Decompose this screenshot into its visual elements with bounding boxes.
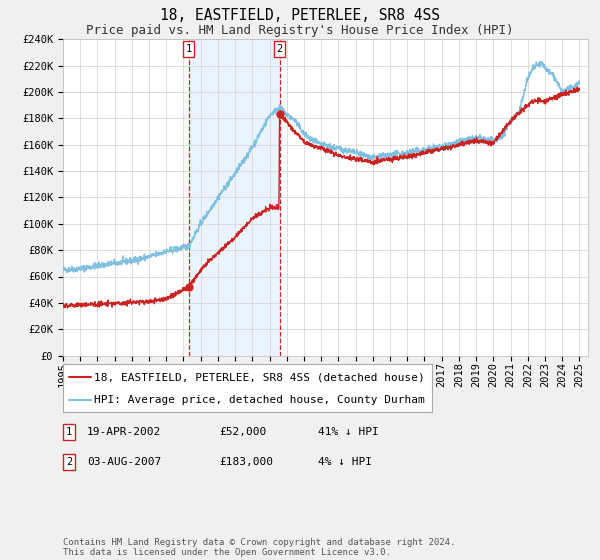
Text: 1: 1: [66, 427, 72, 437]
Text: 18, EASTFIELD, PETERLEE, SR8 4SS (detached house): 18, EASTFIELD, PETERLEE, SR8 4SS (detach…: [94, 372, 425, 382]
Text: Price paid vs. HM Land Registry's House Price Index (HPI): Price paid vs. HM Land Registry's House …: [86, 24, 514, 36]
Text: 18, EASTFIELD, PETERLEE, SR8 4SS: 18, EASTFIELD, PETERLEE, SR8 4SS: [160, 8, 440, 24]
Bar: [188, 39, 280, 356]
Text: 2: 2: [66, 457, 72, 467]
Text: Contains HM Land Registry data © Crown copyright and database right 2024.
This d: Contains HM Land Registry data © Crown c…: [63, 538, 455, 557]
Text: 19-APR-2002: 19-APR-2002: [87, 427, 161, 437]
Text: 03-AUG-2007: 03-AUG-2007: [87, 457, 161, 467]
Text: 4% ↓ HPI: 4% ↓ HPI: [318, 457, 372, 467]
Text: 1: 1: [185, 44, 192, 54]
Text: 41% ↓ HPI: 41% ↓ HPI: [318, 427, 379, 437]
Text: £183,000: £183,000: [219, 457, 273, 467]
Text: HPI: Average price, detached house, County Durham: HPI: Average price, detached house, Coun…: [94, 395, 425, 405]
Text: 2: 2: [277, 44, 283, 54]
Text: £52,000: £52,000: [219, 427, 266, 437]
